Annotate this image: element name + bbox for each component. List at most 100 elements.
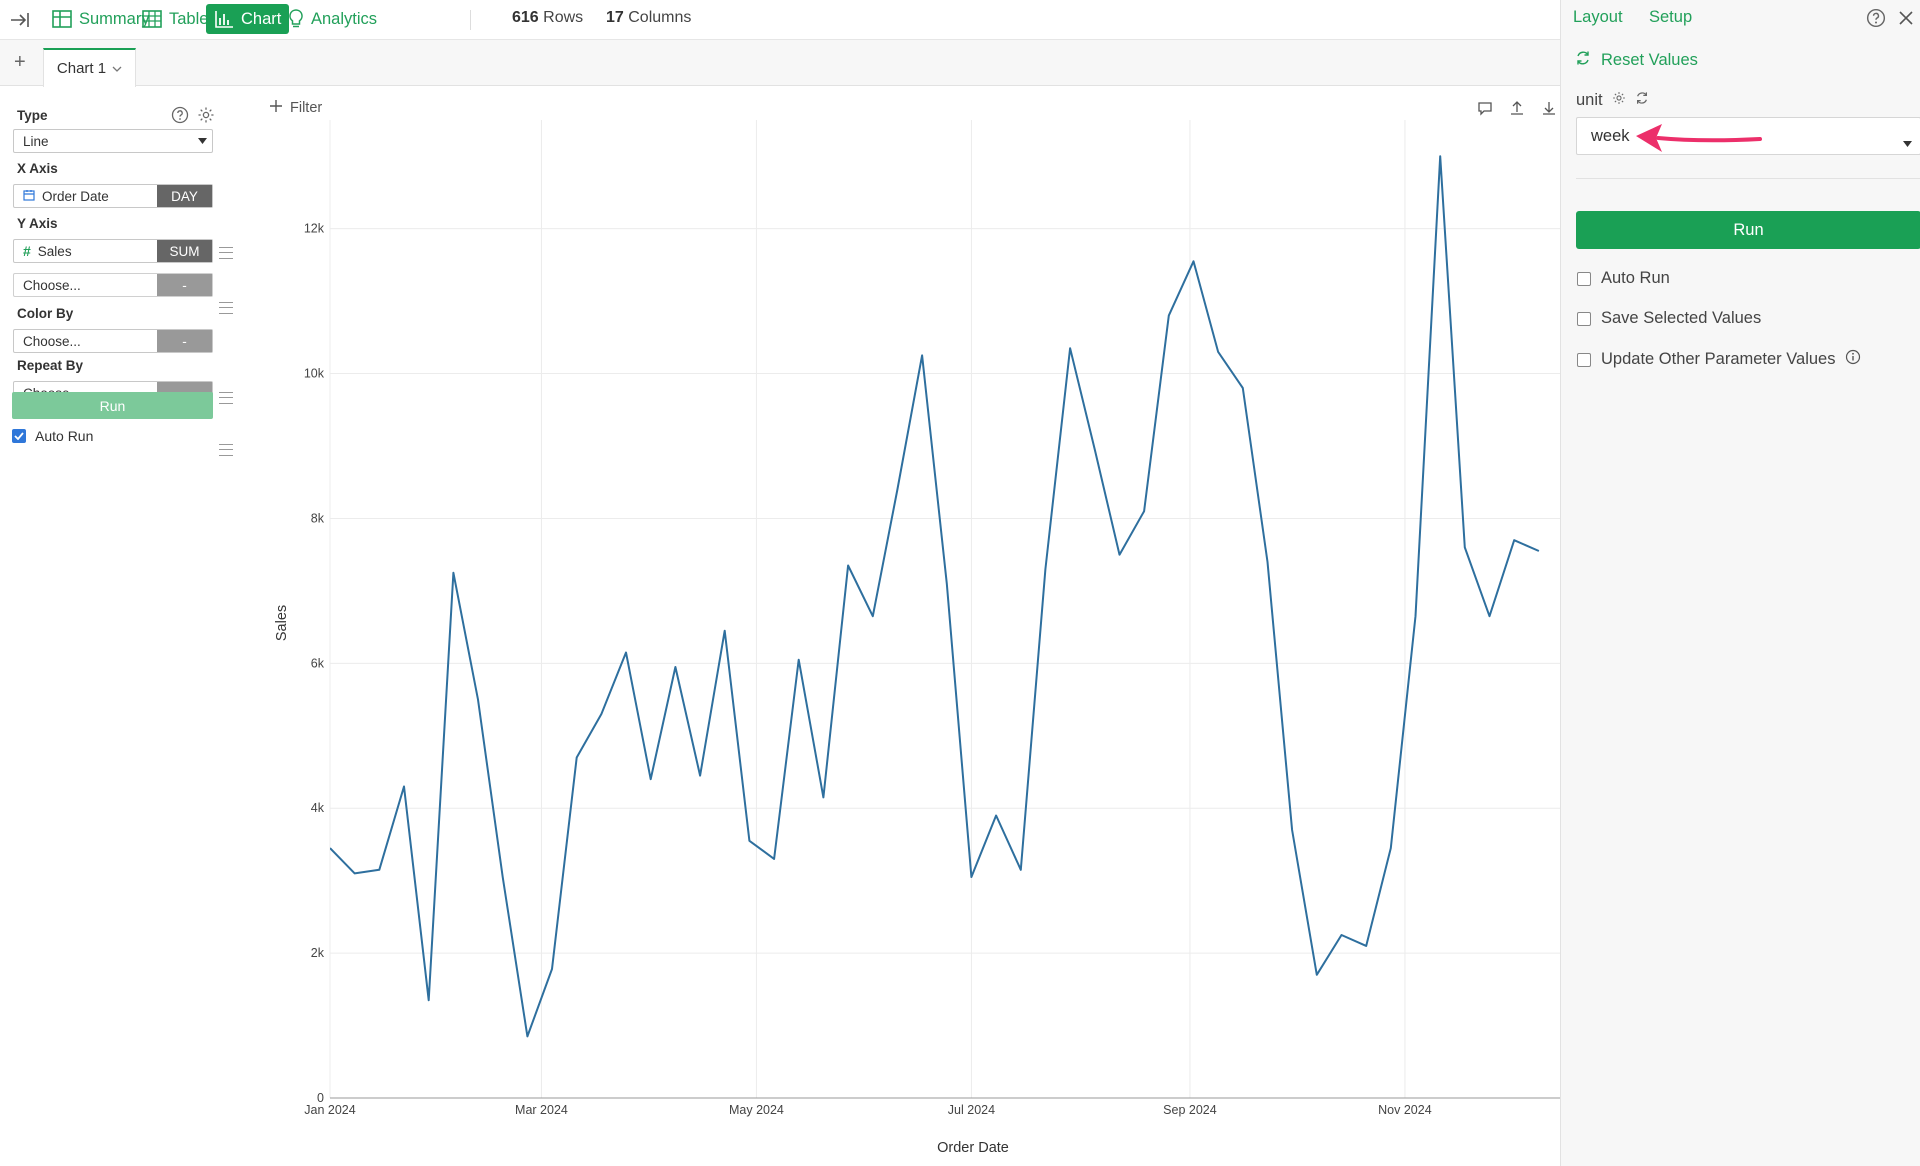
refresh-icon bbox=[1575, 50, 1591, 71]
upload-icon[interactable] bbox=[1509, 100, 1525, 120]
rows-count-label: Rows bbox=[543, 9, 584, 26]
gear-icon[interactable] bbox=[1612, 91, 1626, 110]
save-selected-values-checkbox[interactable] bbox=[1577, 311, 1591, 326]
color-by-label: Color By bbox=[17, 306, 74, 321]
line-chart: 0 2k 4k 6k 8k 10k 12k Jan 2024 Mar 2024 May 2024… bbox=[274, 120, 1560, 1156]
update-other-parameters-checkbox[interactable] bbox=[1577, 352, 1591, 367]
chart-tab-label: Chart 1 bbox=[56, 60, 107, 77]
chart-grid bbox=[329, 120, 1560, 1098]
color-by-field[interactable]: Choose... - bbox=[13, 329, 213, 353]
chart-type-value: Line bbox=[23, 133, 49, 149]
y-axis-extra-agg: - bbox=[157, 274, 212, 296]
save-selected-values-label: Save Selected Values bbox=[1601, 309, 1762, 327]
help-icon[interactable] bbox=[171, 106, 189, 128]
plus-icon bbox=[270, 100, 282, 116]
auto-run-option[interactable]: Auto Run bbox=[12, 428, 93, 444]
unit-select-value: week bbox=[1591, 126, 1630, 145]
close-icon[interactable] bbox=[1896, 8, 1916, 32]
y-tick-label: 8k bbox=[311, 511, 325, 525]
rows-count-value: 616 bbox=[512, 9, 539, 26]
type-label: Type bbox=[17, 108, 48, 123]
y-axis-extra-placeholder: Choose... bbox=[23, 277, 81, 293]
auto-run-checkbox[interactable] bbox=[1577, 271, 1591, 286]
tab-setup[interactable]: Setup bbox=[1649, 8, 1693, 26]
filter-button[interactable]: Filter bbox=[270, 100, 322, 116]
panel-divider bbox=[1576, 178, 1920, 179]
add-chart-button[interactable]: + bbox=[14, 51, 26, 73]
info-icon[interactable] bbox=[1845, 349, 1861, 370]
drag-handle-icon[interactable] bbox=[219, 392, 233, 404]
y-axis-extra-field[interactable]: Choose... - bbox=[13, 273, 213, 297]
refresh-icon[interactable] bbox=[1635, 91, 1649, 110]
tab-table[interactable]: Table bbox=[134, 4, 216, 34]
bar-chart-icon bbox=[214, 10, 234, 28]
summary-grid-icon bbox=[52, 10, 72, 28]
chart-type-select[interactable]: Line bbox=[13, 129, 213, 153]
number-hash-icon: # bbox=[23, 243, 31, 259]
tab-summary-label: Summary bbox=[79, 9, 150, 28]
rows-count: 616 Rows bbox=[512, 9, 583, 27]
annotation-arrow-icon bbox=[1636, 124, 1762, 152]
tab-chart[interactable]: Chart bbox=[206, 4, 290, 34]
chart-tab-strip: + Chart 1 bbox=[0, 40, 1560, 87]
auto-run-label: Auto Run bbox=[1601, 269, 1670, 287]
y-axis-agg-button[interactable]: SUM bbox=[157, 240, 212, 262]
tab-chart-1[interactable]: Chart 1 bbox=[43, 48, 136, 87]
columns-count: 17 Columns bbox=[606, 9, 691, 27]
help-icon[interactable] bbox=[1866, 8, 1886, 32]
y-tick-label: 4k bbox=[311, 801, 325, 815]
drag-handle-icon[interactable] bbox=[219, 247, 233, 259]
download-icon[interactable] bbox=[1541, 100, 1557, 120]
gear-icon[interactable] bbox=[197, 106, 215, 128]
update-other-parameters-option[interactable]: Update Other Parameter Values bbox=[1577, 349, 1861, 370]
repeat-by-label: Repeat By bbox=[17, 358, 84, 373]
y-axis-title: Sales bbox=[274, 605, 290, 641]
y-tick-label: 6k bbox=[311, 656, 325, 670]
auto-run-label: Auto Run bbox=[35, 428, 94, 444]
save-selected-values-option[interactable]: Save Selected Values bbox=[1577, 309, 1761, 328]
comment-icon[interactable] bbox=[1477, 100, 1493, 120]
reset-values-button[interactable]: Reset Values bbox=[1575, 50, 1698, 71]
top-toolbar: Summary Table Chart Analytics 616 Rows 1… bbox=[0, 0, 1560, 40]
y-axis-field[interactable]: # Sales SUM bbox=[13, 239, 213, 263]
columns-count-label: Columns bbox=[628, 9, 692, 26]
y-tick-label: 10k bbox=[304, 367, 325, 381]
x-axis-field[interactable]: Order Date DAY bbox=[13, 184, 213, 208]
parameter-unit-header: unit bbox=[1576, 91, 1649, 110]
y-tick-label: 2k bbox=[311, 946, 325, 960]
x-axis-label: X Axis bbox=[17, 161, 58, 176]
columns-count-value: 17 bbox=[606, 9, 624, 26]
sales-series-line[interactable] bbox=[330, 155, 1540, 1038]
drag-handle-icon[interactable] bbox=[219, 302, 233, 314]
filter-label: Filter bbox=[290, 100, 323, 116]
color-by-placeholder: Choose... bbox=[23, 333, 81, 349]
x-axis-agg-button[interactable]: DAY bbox=[157, 185, 212, 207]
x-tick-label: Nov 2024 bbox=[1378, 1103, 1432, 1117]
collapse-panel-icon[interactable] bbox=[8, 8, 32, 32]
tab-layout[interactable]: Layout bbox=[1573, 8, 1623, 26]
y-axis-ticks: 0 2k 4k 6k 8k 10k 12k bbox=[304, 222, 325, 1105]
run-button[interactable]: Run bbox=[12, 392, 213, 419]
x-tick-label: Jan 2024 bbox=[304, 1103, 355, 1117]
chart-config-panel: Type Line X Axis Order Date DAY Y Axis #… bbox=[8, 86, 238, 1166]
auto-run-option[interactable]: Auto Run bbox=[1577, 269, 1670, 288]
lightbulb-icon bbox=[288, 9, 304, 29]
auto-run-checkbox[interactable] bbox=[12, 429, 26, 443]
y-axis-label: Y Axis bbox=[17, 216, 58, 231]
x-tick-label: May 2024 bbox=[729, 1103, 784, 1117]
unit-select[interactable]: week bbox=[1576, 117, 1920, 155]
parameters-panel: Layout Setup Reset Values unit week Run … bbox=[1560, 0, 1920, 1166]
update-other-parameters-label: Update Other Parameter Values bbox=[1601, 350, 1836, 368]
parameter-name: unit bbox=[1576, 91, 1603, 109]
tab-summary[interactable]: Summary bbox=[44, 4, 158, 34]
caret-down-icon bbox=[192, 138, 212, 144]
tab-analytics[interactable]: Analytics bbox=[280, 4, 385, 34]
toolbar-divider bbox=[470, 10, 471, 30]
reset-values-label: Reset Values bbox=[1601, 51, 1698, 69]
drag-handle-icon[interactable] bbox=[219, 444, 233, 456]
y-axis-field-name: Sales bbox=[37, 243, 72, 259]
chevron-down-icon[interactable] bbox=[112, 60, 122, 77]
run-button[interactable]: Run bbox=[1576, 211, 1920, 249]
x-axis-field-name: Order Date bbox=[42, 188, 109, 204]
tab-chart-label: Chart bbox=[241, 9, 282, 28]
